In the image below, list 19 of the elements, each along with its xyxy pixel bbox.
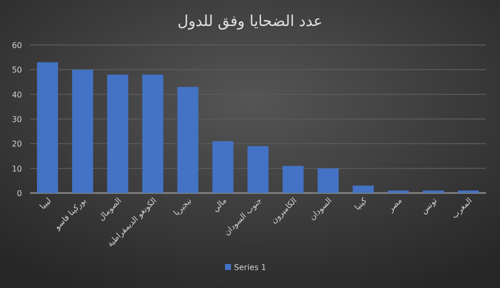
x-tick-label: الكاميرون — [269, 196, 298, 226]
y-tick-label: 20 — [12, 140, 22, 149]
x-tick-label: كينيا — [352, 196, 369, 212]
x-tick-label: مصر — [386, 196, 404, 214]
y-tick-label: 10 — [12, 164, 22, 174]
x-tick-label: بوركينا فاسو — [52, 196, 88, 232]
y-tick-label: 60 — [12, 41, 22, 50]
y-tick-label: 30 — [12, 115, 22, 124]
x-tick-label: نيجيريا — [172, 196, 194, 218]
y-tick-label: 0 — [16, 189, 22, 198]
x-tick-label: مالي — [210, 196, 228, 214]
chart-title: عدد الضحايا وفق للدول — [177, 12, 323, 30]
x-tick-label: السودان — [308, 196, 334, 222]
x-tick-label: ليبيا — [38, 196, 53, 211]
legend-label: Series 1 — [234, 263, 266, 272]
y-tick-label: 50 — [12, 66, 22, 75]
y-tick-label: 40 — [12, 90, 22, 100]
x-tick-label: المغرب — [450, 196, 474, 220]
x-tick-label: تونس — [419, 196, 439, 216]
